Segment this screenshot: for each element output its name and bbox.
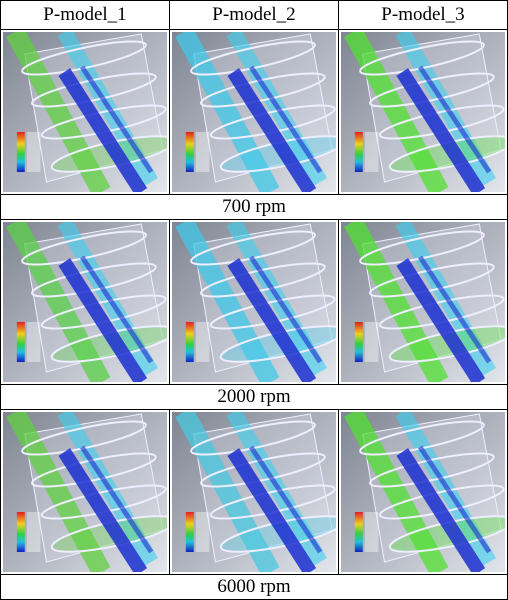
figure-table: P-model_1 P-model_2 P-model_3 700 rpm 20… <box>0 0 508 600</box>
simulation-image <box>339 410 507 574</box>
row-label: 6000 rpm <box>1 575 507 599</box>
simulation-image <box>170 220 338 384</box>
header-cell: P-model_3 <box>339 1 507 29</box>
header-cell: P-model_1 <box>1 1 169 29</box>
simulation-image <box>170 30 338 194</box>
simulation-image <box>1 410 169 574</box>
simulation-image <box>170 410 338 574</box>
simulation-image <box>339 30 507 194</box>
simulation-image <box>1 30 169 194</box>
simulation-image <box>1 220 169 384</box>
row-label: 2000 rpm <box>1 385 507 409</box>
simulation-image <box>339 220 507 384</box>
row-label: 700 rpm <box>1 195 507 219</box>
header-cell: P-model_2 <box>170 1 338 29</box>
